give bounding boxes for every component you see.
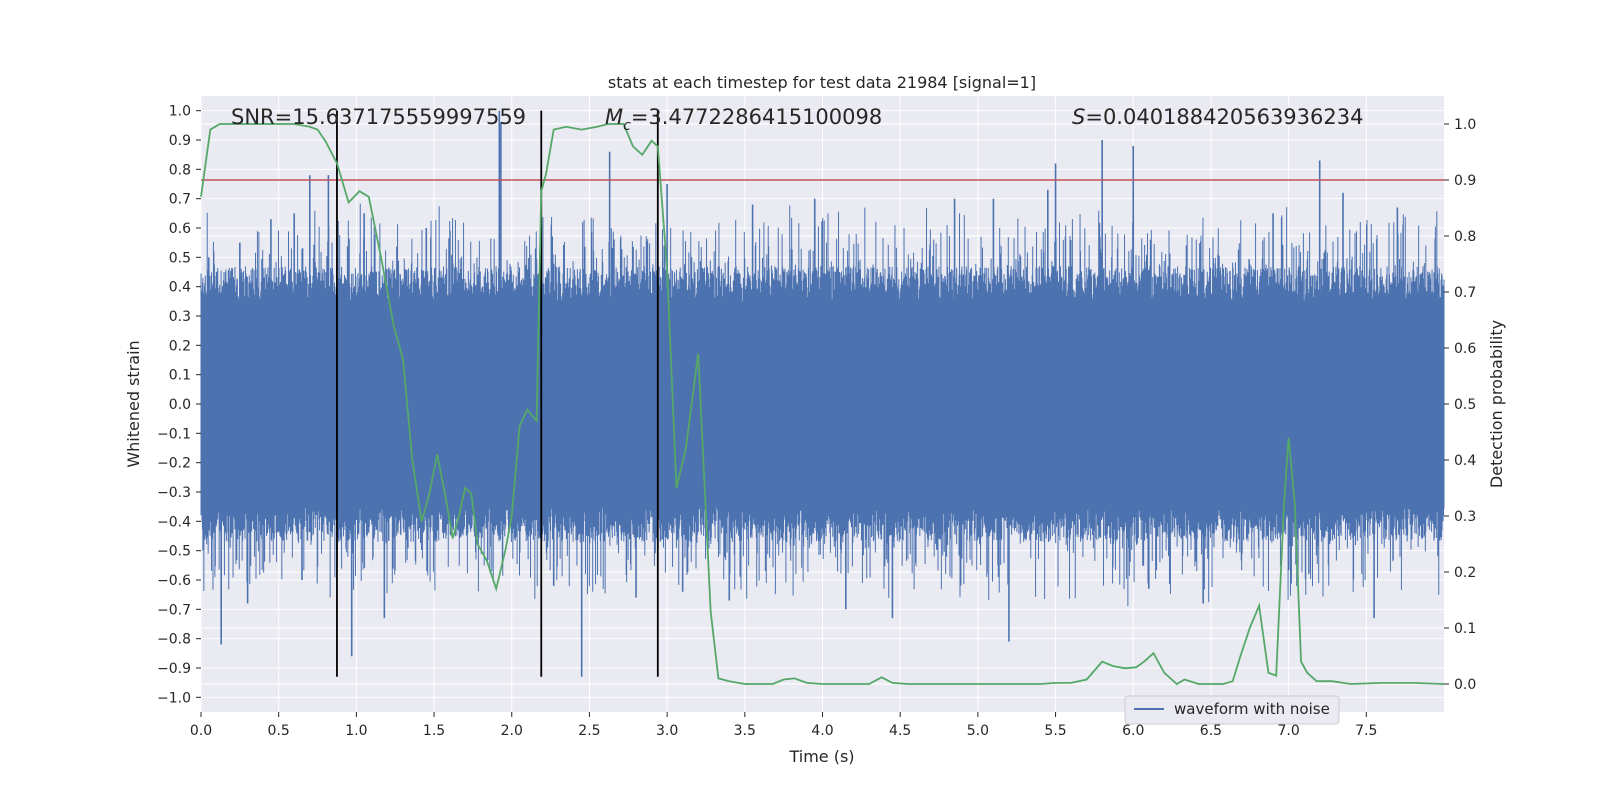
- x-tick-label: 1.5: [423, 723, 445, 739]
- y-tick-label-left: 0.1: [169, 368, 191, 384]
- s-annotation: S=0.040188420563936234: [1072, 105, 1363, 129]
- y-tick-label-right: 1.0: [1454, 117, 1476, 133]
- legend-label: waveform with noise: [1174, 700, 1330, 718]
- x-tick-label: 1.0: [345, 723, 367, 739]
- legend-box: [1124, 695, 1340, 725]
- y-tick-label-left: −0.2: [157, 456, 191, 472]
- waveform-series: [200, 110, 1445, 677]
- s-symbol: S: [1072, 105, 1085, 129]
- x-tick-label: 5.5: [1044, 723, 1066, 739]
- x-tick-label: 7.5: [1355, 723, 1377, 739]
- y-tick-label-left: 0.8: [169, 162, 191, 178]
- chirp-mass-symbol: M: [605, 105, 623, 129]
- y-tick-label-left: −1.0: [157, 690, 191, 706]
- x-tick-label: 6.0: [1122, 723, 1144, 739]
- snr-annotation: SNR=15.637175559997559: [231, 105, 526, 129]
- s-value: =0.040188420563936234: [1085, 105, 1363, 129]
- x-tick-label: 0.0: [190, 723, 212, 739]
- chirp-mass-value: =3.4772286415100098: [631, 105, 882, 129]
- x-ticks: 0.0 0.5 1.0 1.5 2.0 2.5 3.0 3.5 4.0 4.5 5.0 5.5 6.0 6…: [190, 712, 1377, 739]
- y-tick-label-left: −0.4: [157, 514, 191, 530]
- x-tick-label: 5.0: [967, 723, 989, 739]
- y-tick-label-left: −0.3: [157, 485, 191, 501]
- x-tick-label: 6.5: [1200, 723, 1222, 739]
- y-axis-title-right: Detection probability: [1487, 320, 1506, 488]
- x-tick-label: 2.5: [578, 723, 600, 739]
- y-tick-label-left: 0.7: [169, 192, 191, 208]
- probability-line: [200, 123, 1445, 686]
- x-tick-label: 2.0: [501, 723, 523, 739]
- y-tick-label-left: 0.9: [169, 133, 191, 149]
- y-tick-label-left: −0.8: [157, 632, 191, 648]
- y-tick-label-right: 0.4: [1454, 453, 1476, 469]
- y-tick-label-right: 0.3: [1454, 509, 1476, 525]
- y-axis-title-left: Whitened strain: [124, 340, 143, 467]
- y-tick-label-left: −0.1: [157, 426, 191, 442]
- y-tick-label-left: 0.3: [169, 309, 191, 325]
- y-tick-label-right: 0.5: [1454, 397, 1476, 413]
- y-tick-label-left: 0.4: [169, 280, 191, 296]
- x-tick-label: 7.0: [1277, 723, 1299, 739]
- y-tick-label-right: 0.6: [1454, 341, 1476, 357]
- y-tick-label-right: 0.0: [1454, 677, 1476, 693]
- x-tick-label: 0.5: [268, 723, 290, 739]
- y-tick-label-left: −0.5: [157, 544, 191, 560]
- waveform-core: [200, 203, 1445, 607]
- y-tick-label-left: 0.6: [169, 221, 191, 237]
- x-axis-title: Time (s): [788, 747, 854, 766]
- chart-title: stats at each timestep for test data 219…: [608, 73, 1036, 92]
- y-tick-label-right: 0.1: [1454, 621, 1476, 637]
- y-tick-label-right: 0.7: [1454, 285, 1476, 301]
- chirp-mass-subscript: c: [623, 118, 631, 134]
- y-tick-label-right: 0.9: [1454, 173, 1476, 189]
- x-tick-label: 3.5: [734, 723, 756, 739]
- legend: waveform with noise: [1124, 695, 1340, 725]
- x-tick-label: 4.0: [811, 723, 833, 739]
- y-ticks-left: 1.0 0.9 0.8 0.7 0.6 0.5 0.4 0.3 0.2 0.1 0.0 −0.1 −0.…: [157, 104, 201, 706]
- y-tick-label-left: −0.7: [157, 602, 191, 618]
- y-tick-label-left: 1.0: [169, 104, 191, 120]
- y-tick-label-right: 0.2: [1454, 565, 1476, 581]
- y-tick-label-left: 0.0: [169, 397, 191, 413]
- y-tick-label-left: 0.2: [169, 338, 191, 354]
- y-ticks-right: 1.0 0.9 0.8 0.7 0.6 0.5 0.4 0.3 0.2 0.1 0.0: [1444, 117, 1476, 693]
- y-tick-label-left: 0.5: [169, 250, 191, 266]
- y-tick-label-right: 0.8: [1454, 229, 1476, 245]
- x-tick-label: 4.5: [889, 723, 911, 739]
- y-tick-label-left: −0.6: [157, 573, 191, 589]
- chirp-mass-annotation: Mc=3.4772286415100098: [605, 105, 882, 134]
- y-tick-label-left: −0.9: [157, 661, 191, 677]
- x-tick-label: 3.0: [656, 723, 678, 739]
